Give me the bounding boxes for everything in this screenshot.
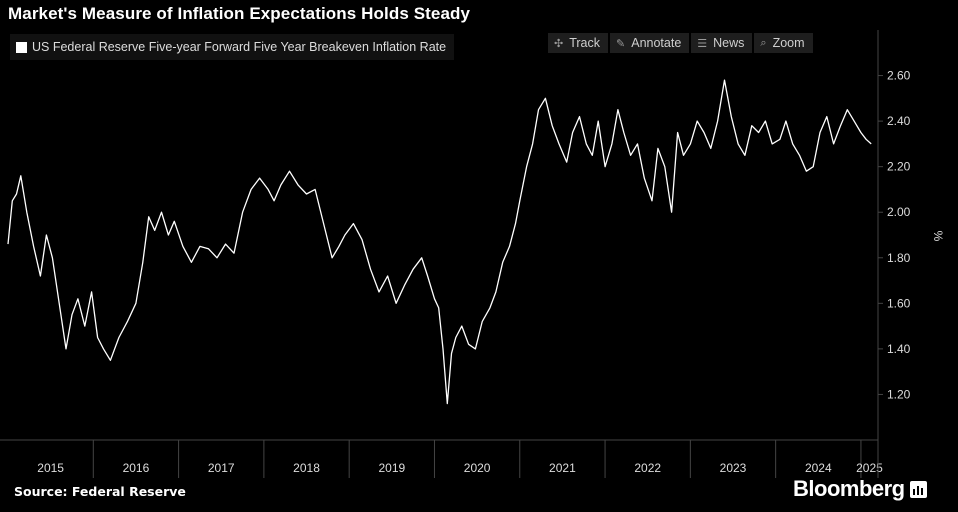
y-tick-label: 2.20 <box>887 160 911 174</box>
x-tick-label: 2023 <box>720 461 747 475</box>
series-line <box>7 79 872 405</box>
legend-swatch <box>16 41 27 53</box>
y-tick-label: 2.40 <box>887 114 911 128</box>
x-tick-label: 2015 <box>37 461 64 475</box>
y-tick-label: 2.60 <box>887 69 911 83</box>
x-tick-label: 2020 <box>464 461 491 475</box>
annotate-button[interactable]: ✎ Annotate <box>610 33 690 53</box>
x-tick-label: 2017 <box>208 461 235 475</box>
y-tick-label: 1.80 <box>887 251 911 265</box>
bloomberg-logo: Bloomberg <box>793 476 927 502</box>
legend-label: US Federal Reserve Five-year Forward Fiv… <box>32 40 447 54</box>
news-button[interactable]: ☰ News <box>691 33 753 53</box>
x-axis: 2015 2016 2017 2018 2019 2020 2021 2022 2023 2024… <box>0 439 883 478</box>
search-icon: ⌕ <box>760 36 767 49</box>
x-tick-label: 2025 <box>856 461 883 475</box>
chart-title: Market's Measure of Inflation Expectatio… <box>8 4 471 23</box>
bar-chart-icon <box>909 480 927 498</box>
x-tick-label: 2021 <box>549 461 576 475</box>
zoom-button[interactable]: ⌕ Zoom <box>754 33 813 53</box>
x-tick-label: 2016 <box>123 461 150 475</box>
track-button[interactable]: ✣ Track <box>548 33 609 53</box>
pencil-icon: ✎ <box>616 37 626 50</box>
legend: US Federal Reserve Five-year Forward Fiv… <box>10 34 455 60</box>
x-tick-label: 2019 <box>378 461 405 475</box>
y-tick-label: 1.60 <box>887 296 911 310</box>
source-note: Source: Federal Reserve <box>14 484 186 499</box>
y-axis-label: % <box>931 231 945 242</box>
crosshair-icon: ✣ <box>554 37 564 50</box>
x-tick-label: 2024 <box>805 461 832 475</box>
plot-area <box>7 79 872 405</box>
news-icon: ☰ <box>697 37 708 50</box>
chart-toolbar: ✣ Track ✎ Annotate ☰ News ⌕ Zoom <box>548 33 813 53</box>
x-tick-label: 2022 <box>634 461 661 475</box>
y-tick-label: 2.00 <box>887 205 911 219</box>
y-tick-label: 1.20 <box>887 387 911 401</box>
y-axis: 1.20 1.40 1.60 1.80 2.00 2.20 2.40 2.60% <box>877 30 945 440</box>
y-tick-label: 1.40 <box>887 342 911 356</box>
x-tick-label: 2018 <box>293 461 320 475</box>
brand-name: Bloomberg <box>793 476 905 501</box>
